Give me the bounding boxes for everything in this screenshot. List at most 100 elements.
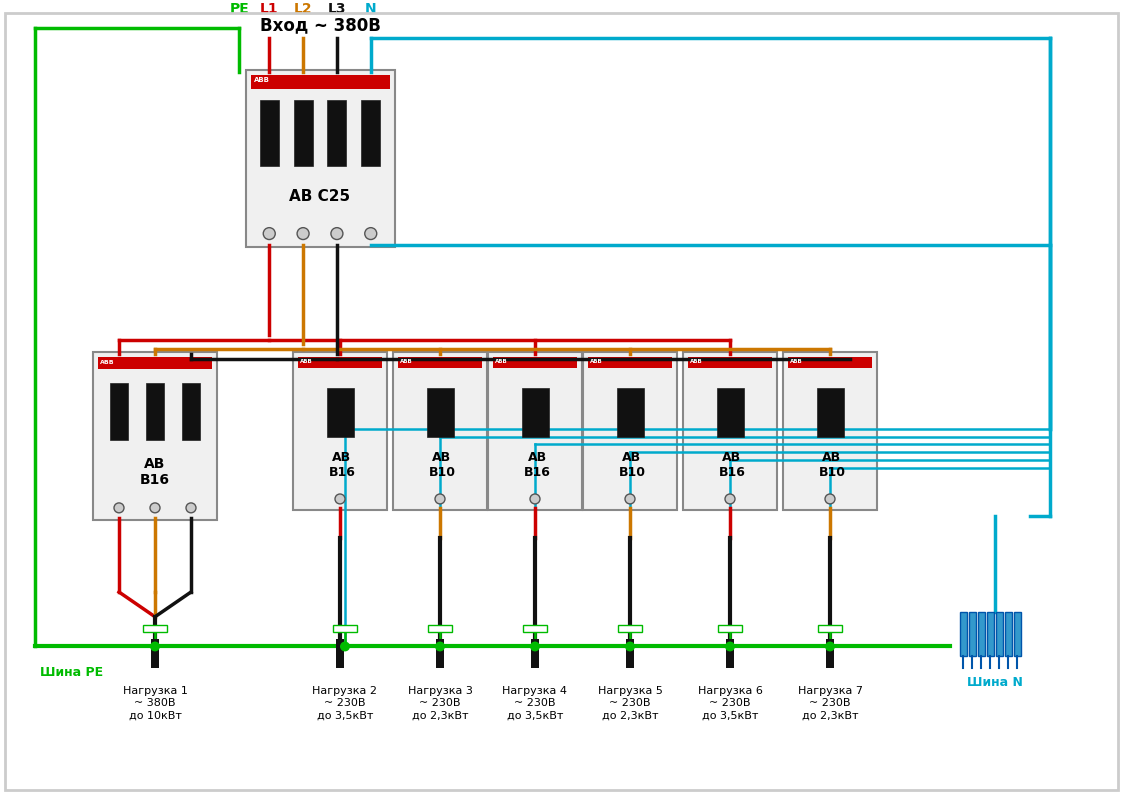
Text: АВ С25: АВ С25	[290, 189, 350, 204]
Bar	[827, 638, 834, 669]
Bar	[996, 612, 1003, 657]
Text: Вход ~ 380В: Вход ~ 380В	[259, 16, 381, 33]
Bar	[327, 388, 354, 437]
Text: Нагрузка 7
~ 230В
до 2,3кВт: Нагрузка 7 ~ 230В до 2,3кВт	[797, 686, 862, 721]
Circle shape	[115, 503, 124, 513]
Text: АВ
В16: АВ В16	[140, 457, 170, 487]
Bar	[334, 625, 357, 631]
Text: ABB: ABB	[400, 359, 413, 364]
Bar	[716, 388, 743, 437]
Text: Шина PE: Шина PE	[40, 666, 103, 679]
Circle shape	[825, 642, 836, 651]
Text: Нагрузка 3
~ 230В
до 2,3кВт: Нагрузка 3 ~ 230В до 2,3кВт	[408, 686, 473, 721]
Bar	[336, 638, 344, 669]
Bar	[818, 625, 842, 631]
Text: Нагрузка 2
~ 230В
до 3,5кВт: Нагрузка 2 ~ 230В до 3,5кВт	[312, 686, 377, 721]
Bar	[398, 358, 482, 368]
Bar	[110, 383, 128, 440]
Bar	[725, 638, 734, 669]
Text: L3: L3	[328, 2, 346, 16]
Circle shape	[365, 227, 376, 239]
FancyBboxPatch shape	[489, 352, 582, 510]
Bar	[298, 358, 382, 368]
FancyBboxPatch shape	[393, 352, 487, 510]
Circle shape	[340, 642, 350, 651]
Text: ABB: ABB	[254, 77, 270, 83]
Bar	[588, 358, 672, 368]
Bar	[523, 625, 547, 631]
Text: L2: L2	[294, 2, 312, 16]
Bar	[969, 612, 976, 657]
Circle shape	[150, 503, 159, 513]
Text: АВ
В10: АВ В10	[619, 451, 646, 479]
Circle shape	[150, 642, 159, 651]
Bar	[688, 358, 772, 368]
Bar	[146, 383, 164, 440]
Circle shape	[298, 227, 309, 239]
Bar	[428, 625, 451, 631]
Text: L1: L1	[259, 2, 279, 16]
Text: ABB: ABB	[495, 359, 508, 364]
Bar	[978, 612, 985, 657]
Bar	[293, 100, 312, 166]
Bar	[493, 358, 577, 368]
Circle shape	[825, 494, 836, 504]
Bar	[328, 100, 346, 166]
Text: ABB: ABB	[100, 360, 115, 365]
Circle shape	[435, 494, 445, 504]
Text: Нагрузка 6
~ 230В
до 3,5кВт: Нагрузка 6 ~ 230В до 3,5кВт	[697, 686, 763, 721]
Bar	[788, 358, 871, 368]
Circle shape	[263, 227, 275, 239]
FancyBboxPatch shape	[683, 352, 777, 510]
Text: АВ
В16: АВ В16	[523, 451, 550, 479]
Circle shape	[530, 494, 540, 504]
Text: АВ
В16: АВ В16	[329, 451, 356, 479]
FancyBboxPatch shape	[293, 352, 387, 510]
Bar	[362, 100, 381, 166]
Circle shape	[331, 227, 343, 239]
Circle shape	[530, 642, 540, 651]
Bar	[143, 625, 167, 631]
Bar	[987, 612, 994, 657]
Bar	[960, 612, 967, 657]
Circle shape	[335, 494, 345, 504]
Bar	[182, 383, 200, 440]
Bar	[98, 358, 212, 369]
Text: АВ
В10: АВ В10	[819, 451, 846, 479]
Circle shape	[435, 642, 445, 651]
Bar	[150, 638, 159, 669]
Circle shape	[725, 642, 734, 651]
Bar	[531, 638, 539, 669]
Bar	[718, 625, 742, 631]
Circle shape	[626, 494, 634, 504]
Bar	[617, 388, 643, 437]
Circle shape	[725, 494, 734, 504]
FancyBboxPatch shape	[246, 70, 394, 247]
Circle shape	[186, 503, 197, 513]
Text: Нагрузка 1
~ 380В
до 10кВт: Нагрузка 1 ~ 380В до 10кВт	[122, 686, 188, 721]
Text: ABB: ABB	[590, 359, 603, 364]
Bar	[436, 638, 444, 669]
Text: N: N	[365, 2, 376, 16]
Bar	[1005, 612, 1012, 657]
Text: Нагрузка 4
~ 230В
до 3,5кВт: Нагрузка 4 ~ 230В до 3,5кВт	[502, 686, 567, 721]
Bar	[816, 388, 843, 437]
Text: ABB: ABB	[789, 359, 803, 364]
Bar	[259, 100, 279, 166]
Text: ABB: ABB	[690, 359, 703, 364]
FancyBboxPatch shape	[93, 352, 217, 520]
FancyBboxPatch shape	[583, 352, 677, 510]
Bar	[626, 638, 634, 669]
Text: Шина N: Шина N	[967, 677, 1023, 689]
Bar	[427, 388, 454, 437]
Text: АВ
В10: АВ В10	[429, 451, 456, 479]
Bar	[250, 76, 390, 89]
Text: ABB: ABB	[300, 359, 312, 364]
Text: Нагрузка 5
~ 230В
до 2,3кВт: Нагрузка 5 ~ 230В до 2,3кВт	[597, 686, 663, 721]
FancyBboxPatch shape	[783, 352, 877, 510]
Text: PE: PE	[229, 2, 249, 16]
Circle shape	[626, 642, 634, 651]
Text: АВ
В16: АВ В16	[719, 451, 746, 479]
Bar	[1014, 612, 1021, 657]
Bar	[521, 388, 548, 437]
